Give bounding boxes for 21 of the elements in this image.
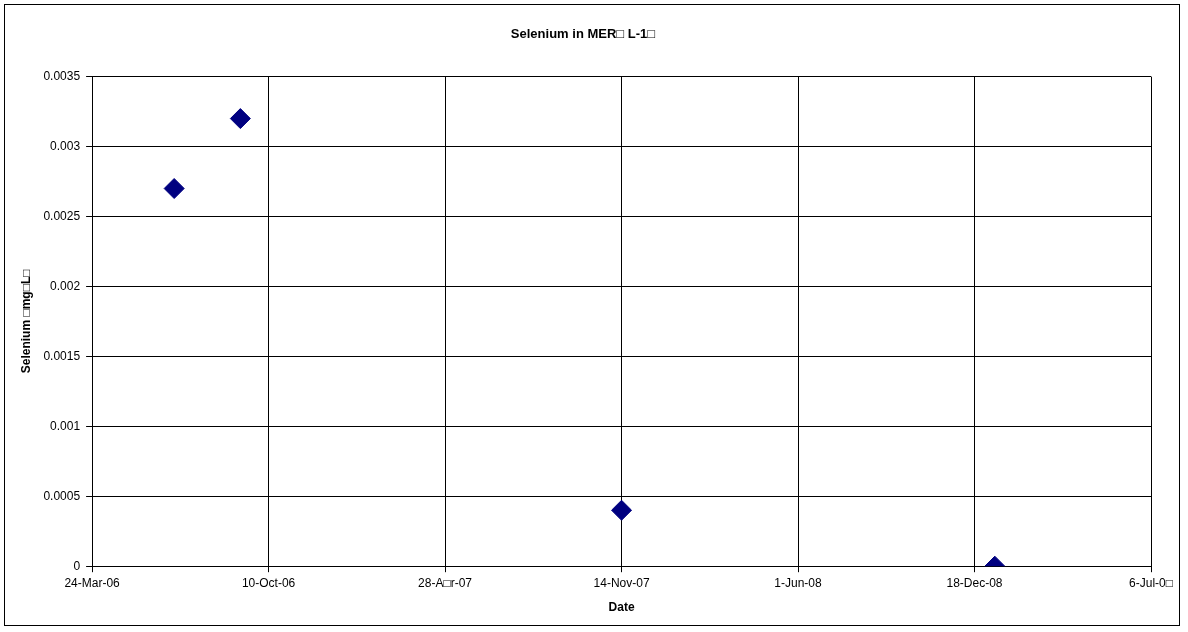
x-axis-title: Date bbox=[608, 600, 635, 615]
x-tick-label: 14-Nov-07 bbox=[593, 575, 650, 590]
y-tick-label: 0.003 bbox=[50, 138, 81, 153]
x-tick-label: 10-Oct-06 bbox=[241, 575, 296, 590]
x-tick-label: 6-Jul-0□ bbox=[1129, 575, 1173, 590]
x-tick-label: 24-Mar-06 bbox=[64, 575, 121, 590]
y-tick-label: 0.002 bbox=[50, 278, 81, 293]
y-tick-label: 0.0035 bbox=[43, 68, 81, 83]
y-tick-label: 0.001 bbox=[50, 418, 81, 433]
x-tick-label: 1-Jun-08 bbox=[774, 575, 823, 590]
point bbox=[163, 178, 185, 200]
y-tick-label: 0.0005 bbox=[43, 488, 81, 503]
chart-title: Selenium in MER□ L-1□ bbox=[510, 26, 656, 42]
y-tick-label: 0.0015 bbox=[43, 348, 81, 363]
point bbox=[611, 499, 633, 521]
y-tick-label: 0.0025 bbox=[43, 208, 81, 223]
y-tick-label: 0 bbox=[73, 558, 81, 573]
x-tick-label: 28-A□r-07 bbox=[418, 575, 473, 590]
point bbox=[229, 108, 251, 130]
x-tick-label: 18-Dec-08 bbox=[946, 575, 1003, 590]
y-axis-title: Selenium □mg□L□ bbox=[18, 269, 33, 374]
